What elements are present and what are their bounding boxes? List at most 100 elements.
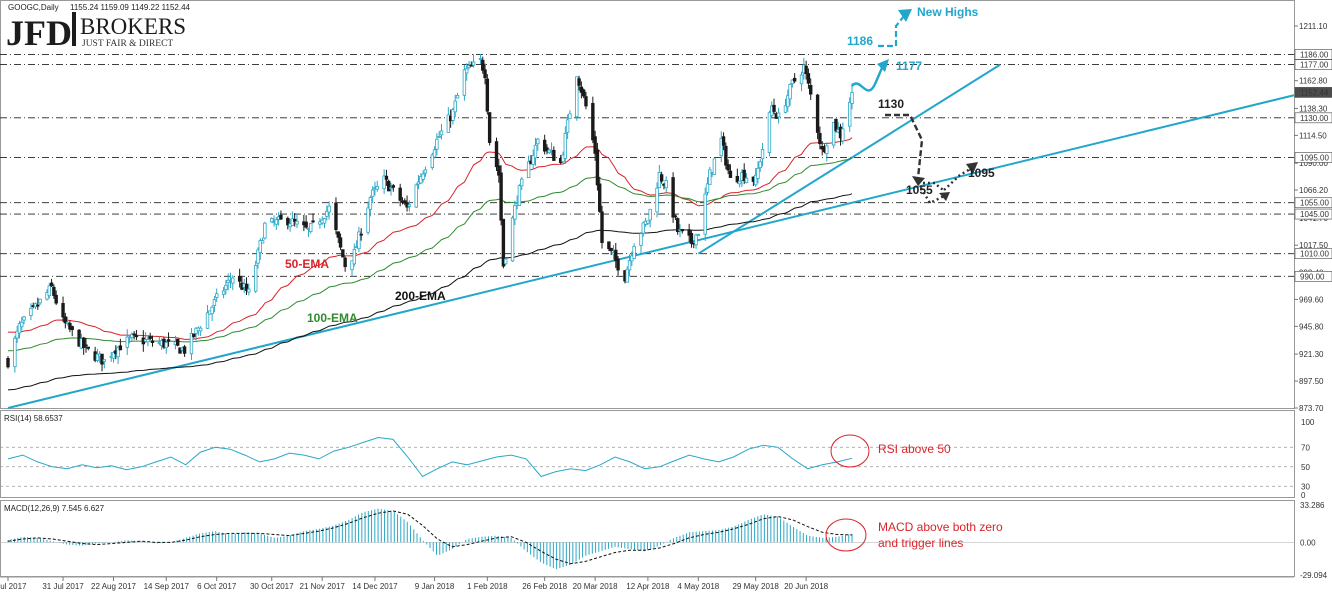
candle-body (84, 344, 88, 347)
candle-body (721, 136, 726, 146)
time-tick-label: 14 Dec 2017 (352, 582, 398, 591)
macd-note-line-2: and trigger lines (878, 536, 963, 550)
candle-body (825, 145, 829, 155)
candle-body (675, 218, 680, 233)
candle-body (125, 336, 129, 348)
candle-body (494, 141, 499, 168)
level-label-1152.44: 1152.44 (1300, 88, 1329, 97)
candle-body (164, 342, 168, 349)
label-1186: 1186 (847, 34, 873, 48)
candle-body (146, 339, 150, 343)
level-label-1186.00: 1186.00 (1300, 50, 1329, 59)
candle-body (192, 333, 196, 337)
candle-body (325, 210, 329, 217)
candle-body (614, 249, 618, 262)
label-100-ema: 100-EMA (307, 311, 358, 325)
candle-body (15, 330, 19, 339)
candle-body (659, 174, 664, 182)
candle-body (263, 222, 267, 239)
candle-body (86, 346, 90, 349)
candle-body (205, 312, 210, 329)
candle-body (753, 174, 758, 186)
candle-body (598, 183, 602, 212)
rsi-line (7, 436, 853, 478)
candle-body (407, 204, 412, 207)
candle-body (455, 94, 460, 99)
label-50-ema: 50-EMA (285, 257, 329, 271)
candle-body (501, 218, 506, 267)
candle-body (47, 285, 51, 297)
candle-body (804, 65, 808, 75)
candle-body (253, 264, 258, 292)
new-highs-arrowhead (898, 9, 912, 22)
candle-body (247, 288, 251, 293)
candle-body (799, 74, 804, 85)
candle-body (150, 340, 155, 343)
candle-body (471, 61, 476, 66)
time-tick-label: 31 Jul 2017 (42, 582, 84, 591)
candle-body (760, 149, 765, 160)
candle-body (430, 154, 434, 168)
candle-body (776, 112, 781, 118)
candle-body (726, 164, 730, 171)
drop-to-1055-arrow (918, 181, 945, 192)
candle-body (17, 323, 22, 334)
level-tag-1055.00 (1294, 197, 1332, 209)
candle-body (432, 149, 437, 158)
time-tick-label: 29 May 2018 (733, 582, 780, 591)
candle-body (577, 78, 581, 86)
trend-lines (7, 63, 1295, 409)
candle-body (116, 346, 120, 358)
candle-body (536, 138, 540, 145)
candle-body (737, 180, 742, 185)
candle-body (357, 231, 361, 250)
ema-50-line (7, 137, 853, 340)
candle-body (212, 299, 217, 306)
logo-bar (72, 12, 76, 46)
candle-body (818, 132, 822, 145)
candle-body (792, 77, 797, 82)
time-tick-label: 9 Jan 2018 (415, 582, 455, 591)
candle-body (848, 101, 852, 127)
candle-body (61, 303, 65, 318)
candle-body (336, 231, 340, 238)
candle-body (687, 229, 691, 236)
candle-body (81, 337, 86, 348)
macd-note-line-1: MACD above both zero (878, 520, 1003, 534)
candle-body (370, 189, 375, 197)
candle-body (453, 100, 457, 113)
level-tag-1045.00 (1294, 208, 1332, 220)
candle-body (503, 258, 508, 265)
candle-body (531, 155, 535, 165)
candle-body (224, 284, 228, 290)
candle-body (327, 205, 331, 213)
candle-body (694, 234, 698, 246)
candle-body (563, 133, 568, 159)
scenario-arrows (851, 9, 978, 205)
rsi-tick-label: 30 (1301, 482, 1310, 491)
candle-body (728, 170, 733, 178)
candle-body (118, 345, 123, 351)
panel-frames (0, 0, 1295, 577)
price-tick-label: 945.80 (1299, 322, 1324, 331)
candle-body (366, 207, 370, 233)
candle-body (487, 112, 492, 143)
candle-body (309, 222, 313, 232)
rebound-arrowhead (966, 162, 978, 174)
candle-body (609, 247, 613, 252)
rsi-tick-label: 100 (1301, 418, 1315, 427)
candle-body (581, 89, 586, 97)
down-path-arrow (885, 113, 924, 179)
candle-body (95, 353, 100, 361)
time-tick-label: 30 Oct 2017 (250, 582, 294, 591)
candle-body (166, 339, 171, 342)
candle-body (850, 92, 854, 104)
trend-line-1 (7, 94, 1295, 409)
level-tag-990.00 (1294, 271, 1332, 282)
candle-body (593, 136, 597, 154)
candle-body (189, 333, 194, 355)
candle-body (735, 175, 740, 183)
chart-ohlc: 1155.24 1159.09 1149.22 1152.44 (70, 3, 191, 12)
candle-body (334, 202, 338, 230)
label-1095: 1095 (968, 166, 995, 180)
